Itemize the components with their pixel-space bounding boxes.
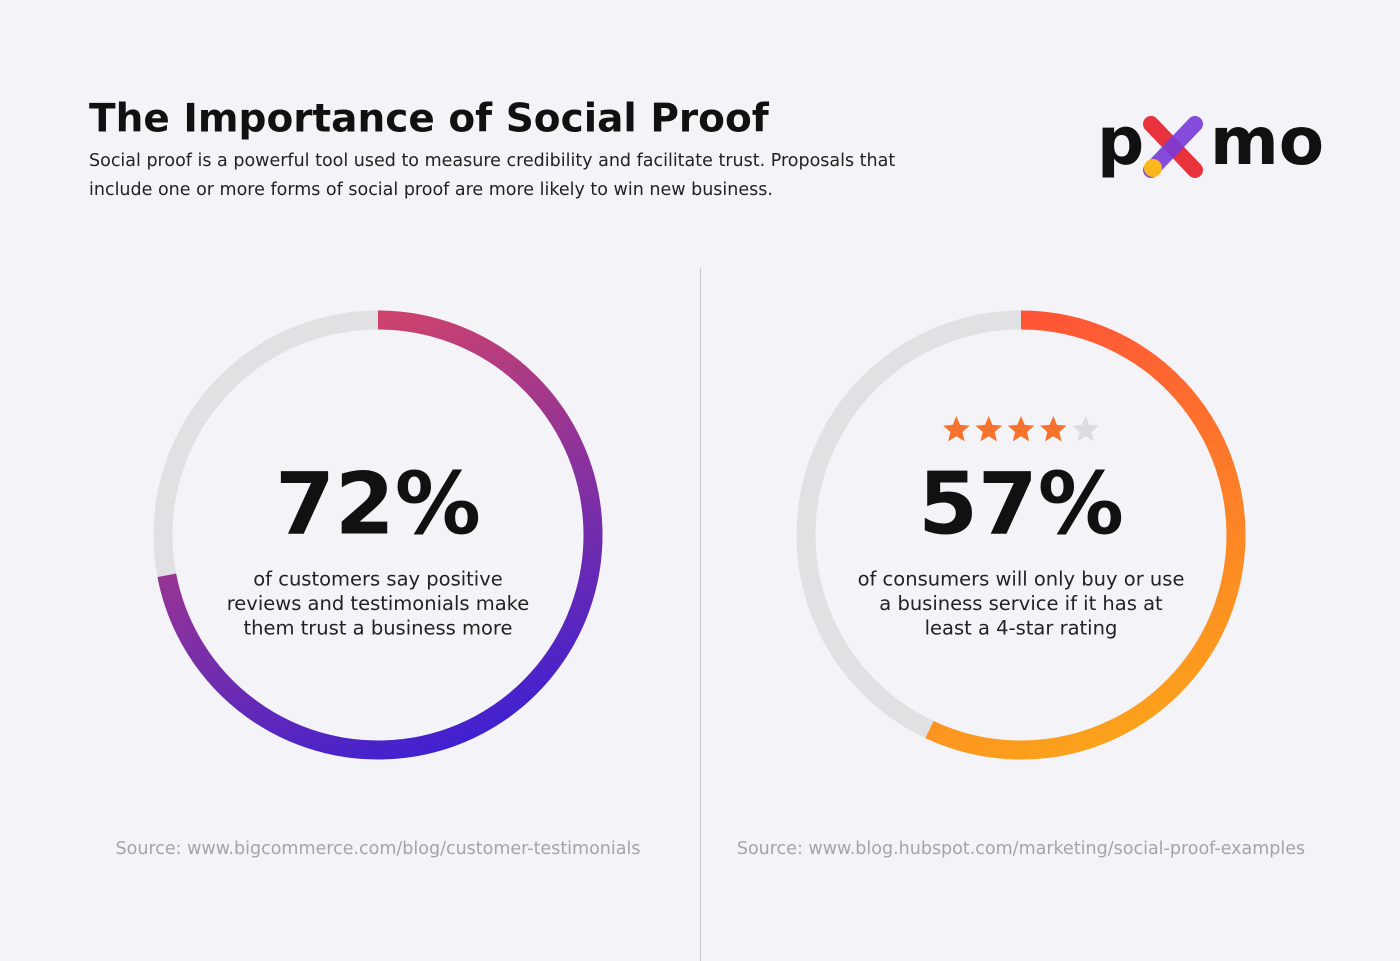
source: Source: www.bigcommerce.com/blog/custome…	[116, 839, 641, 859]
rating-star	[1039, 416, 1067, 442]
stat-value: 72%	[275, 454, 481, 554]
rating-star	[975, 416, 1003, 442]
subtitle: Social proof is a powerful tool used to …	[89, 151, 895, 171]
rating-star	[1072, 416, 1099, 442]
rating-star	[943, 416, 970, 442]
title: The Importance of Social Proof	[89, 97, 770, 142]
stat-caption: reviews and testimonials make	[227, 592, 530, 615]
stat-caption: a business service if it has at	[879, 592, 1163, 615]
logo-text: p	[1097, 103, 1144, 180]
logo-dot	[1144, 159, 1162, 177]
stat-caption: of consumers will only buy or use	[858, 568, 1185, 591]
rating-star	[1007, 416, 1035, 442]
stat-caption: them trust a business more	[243, 617, 512, 640]
ring-progress	[925, 310, 1246, 760]
stat-caption: of customers say positive	[253, 568, 503, 591]
ring-progress	[157, 310, 603, 760]
subtitle: include one or more forms of social proo…	[89, 180, 773, 200]
logo: p mo	[1097, 103, 1324, 180]
stat-value: 57%	[918, 454, 1124, 554]
stat-caption: least a 4-star rating	[925, 617, 1118, 640]
logo-text: mo	[1210, 103, 1324, 180]
logo-x	[1143, 116, 1203, 178]
source: Source: www.blog.hubspot.com/marketing/s…	[737, 839, 1305, 859]
